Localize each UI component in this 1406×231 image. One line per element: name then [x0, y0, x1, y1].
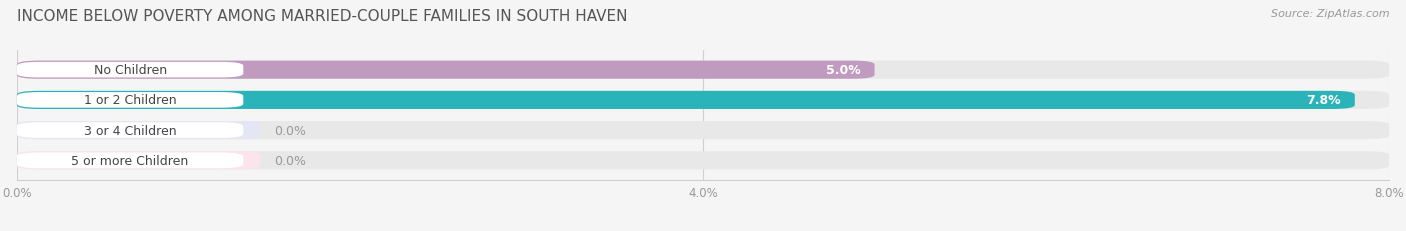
Text: 0.0%: 0.0% — [274, 124, 307, 137]
Text: 7.8%: 7.8% — [1306, 94, 1341, 107]
FancyBboxPatch shape — [17, 152, 260, 170]
Text: 0.0%: 0.0% — [274, 154, 307, 167]
FancyBboxPatch shape — [17, 91, 1389, 109]
FancyBboxPatch shape — [17, 93, 243, 108]
FancyBboxPatch shape — [17, 123, 243, 138]
FancyBboxPatch shape — [17, 63, 243, 78]
Text: Source: ZipAtlas.com: Source: ZipAtlas.com — [1271, 9, 1389, 19]
Text: INCOME BELOW POVERTY AMONG MARRIED-COUPLE FAMILIES IN SOUTH HAVEN: INCOME BELOW POVERTY AMONG MARRIED-COUPL… — [17, 9, 627, 24]
Text: No Children: No Children — [94, 64, 167, 77]
FancyBboxPatch shape — [17, 153, 243, 168]
FancyBboxPatch shape — [17, 61, 875, 79]
Text: 1 or 2 Children: 1 or 2 Children — [84, 94, 176, 107]
FancyBboxPatch shape — [17, 61, 1389, 79]
FancyBboxPatch shape — [17, 122, 260, 140]
Text: 5.0%: 5.0% — [827, 64, 860, 77]
Text: 5 or more Children: 5 or more Children — [72, 154, 188, 167]
FancyBboxPatch shape — [17, 152, 1389, 170]
FancyBboxPatch shape — [17, 91, 1355, 109]
FancyBboxPatch shape — [17, 122, 1389, 140]
Text: 3 or 4 Children: 3 or 4 Children — [84, 124, 176, 137]
